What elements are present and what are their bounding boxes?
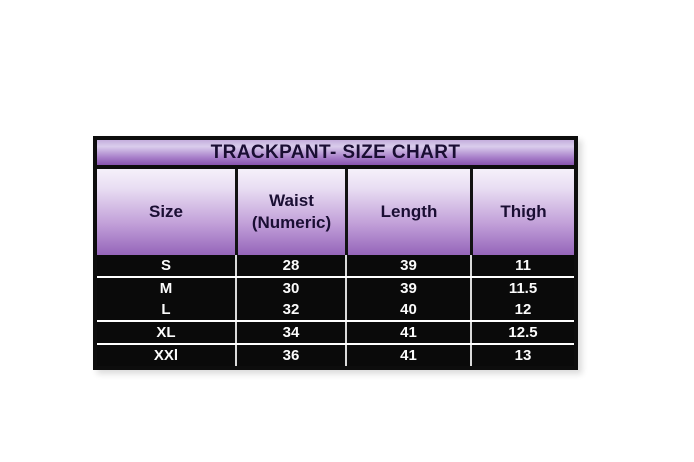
size-cell: XL	[156, 324, 176, 341]
thigh-cell: 12	[470, 299, 574, 320]
waist-cell: 32	[235, 299, 345, 320]
column-header-thigh-label: Thigh	[500, 201, 547, 221]
column-header-size-label: Size	[148, 201, 184, 221]
column-header-thigh: Thigh	[470, 169, 574, 255]
length-cell: 39	[345, 278, 470, 299]
size-cell: S	[160, 257, 171, 274]
column-header-waist-line1: Waist	[269, 190, 314, 210]
size-cell: L	[161, 301, 171, 318]
table-row: L 32 40 12	[97, 299, 574, 322]
waist-cell: 30	[235, 278, 345, 299]
size-chart-table: TRACKPANT- SIZE CHART Size Waist (Numeri…	[93, 136, 578, 370]
length-cell: 41	[345, 322, 470, 343]
length-cell: 39	[345, 255, 470, 276]
length-cell: 41	[345, 345, 470, 366]
size-cell: M	[159, 280, 173, 297]
table-row: XL 34 41 12.5	[97, 322, 574, 345]
column-header-waist: Waist (Numeric)	[235, 169, 345, 255]
thigh-cell: 11	[470, 255, 574, 276]
thigh-cell: 12.5	[470, 322, 574, 343]
column-header-length-label: Length	[380, 201, 438, 221]
table-row: S 28 39 11	[97, 255, 574, 278]
thigh-cell: 11.5	[470, 278, 574, 299]
waist-cell: 28	[235, 255, 345, 276]
table-body: S 28 39 11 M 30 39 11.5 L 32 40 12 XL 34…	[97, 255, 574, 366]
column-header-size: Size	[97, 169, 235, 255]
waist-cell: 34	[235, 322, 345, 343]
table-header-row: Size Waist (Numeric) Length Thigh	[97, 169, 574, 255]
column-header-length: Length	[345, 169, 470, 255]
chart-title: TRACKPANT- SIZE CHART	[210, 142, 461, 163]
length-cell: 40	[345, 299, 470, 320]
thigh-cell: 13	[470, 345, 574, 366]
table-row: XXl 36 41 13	[97, 345, 574, 366]
waist-cell: 36	[235, 345, 345, 366]
chart-title-bar: TRACKPANT- SIZE CHART	[97, 140, 574, 169]
table-row: M 30 39 11.5	[97, 278, 574, 299]
size-cell: XXl	[153, 347, 179, 364]
column-header-waist-line2: (Numeric)	[251, 213, 332, 232]
